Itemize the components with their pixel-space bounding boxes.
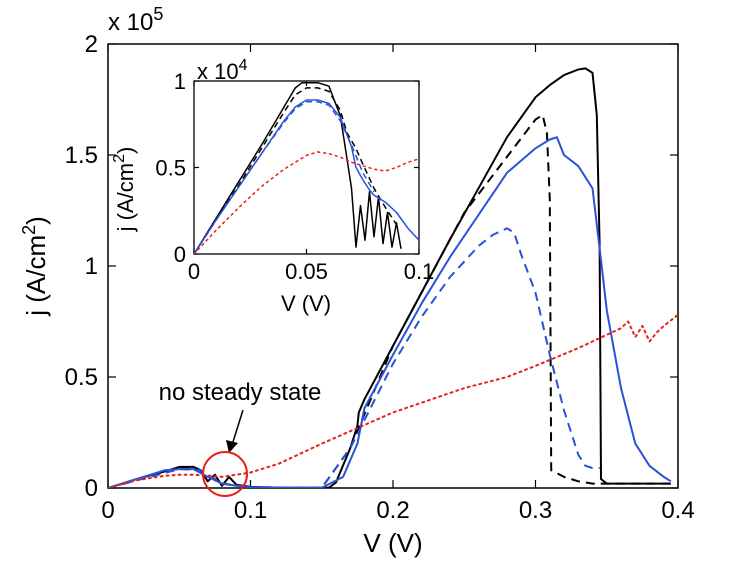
inset-series-group bbox=[194, 81, 419, 254]
main-x-tick-label: 0.4 bbox=[661, 497, 694, 524]
annotation-circle bbox=[202, 451, 248, 497]
inset-y-axis-label: j (A/cm2) bbox=[111, 147, 138, 233]
annotation-arrow-head bbox=[226, 440, 238, 453]
annotation-no-steady-state: no steady state bbox=[159, 379, 322, 406]
inset-y-tick-label: 1 bbox=[174, 69, 186, 94]
inset-exponent-label: x 104 bbox=[197, 57, 248, 84]
series-inset-red-dotted bbox=[194, 151, 419, 254]
main-y-tick-label: 0.5 bbox=[65, 364, 98, 391]
series-inset-black-solid bbox=[194, 81, 402, 254]
series-black-solid bbox=[108, 67, 671, 488]
main-exponent-label: x 105 bbox=[108, 4, 163, 36]
main-y-axis-label: j (A/cm2) bbox=[19, 216, 51, 317]
series-red-dotted bbox=[108, 313, 678, 488]
main-y-tick-label: 1.5 bbox=[65, 142, 98, 169]
inset-y-tick-label: 0 bbox=[174, 242, 186, 267]
main-x-tick-label: 0.2 bbox=[376, 497, 409, 524]
main-tick-labels: 0 0.1 0.2 0.3 0.4 0 0.5 1 1.5 2 bbox=[65, 31, 695, 524]
inset-plot: 0 0.05 0.1 0 0.5 1 x 104 V (V) j (A/cm2) bbox=[111, 57, 434, 316]
main-x-tick-label: 0 bbox=[101, 497, 114, 524]
annotation-arrow-line bbox=[231, 409, 244, 446]
inset-tick-labels: 0 0.05 0.1 0 0.5 1 bbox=[155, 69, 434, 284]
series-blue-solid bbox=[108, 136, 672, 488]
inset-y-tick-label: 0.5 bbox=[155, 156, 186, 181]
series-blue-dashed bbox=[108, 227, 600, 488]
inset-ticks bbox=[193, 80, 420, 255]
inset-x-tick-label: 0.05 bbox=[285, 259, 328, 284]
inset-x-tick-label: 0.1 bbox=[404, 259, 435, 284]
main-x-tick-label: 0.1 bbox=[234, 497, 267, 524]
series-inset-blue-dashed bbox=[194, 101, 375, 254]
main-x-tick-label: 0.3 bbox=[519, 497, 552, 524]
series-inset-black-dashed bbox=[194, 87, 398, 254]
main-y-tick-label: 2 bbox=[85, 31, 98, 58]
main-x-axis-label: V (V) bbox=[363, 528, 422, 558]
main-series-group bbox=[108, 67, 678, 488]
main-ticks bbox=[107, 43, 679, 489]
inset-x-tick-label: 0 bbox=[188, 259, 200, 284]
main-y-tick-label: 0 bbox=[85, 475, 98, 502]
inset-x-axis-label: V (V) bbox=[281, 291, 331, 316]
main-y-tick-label: 1 bbox=[85, 253, 98, 280]
main-plot: 0 0.1 0.2 0.3 0.4 0 0.5 1 1.5 2 x 105 V (V) j (A/… bbox=[19, 4, 695, 558]
